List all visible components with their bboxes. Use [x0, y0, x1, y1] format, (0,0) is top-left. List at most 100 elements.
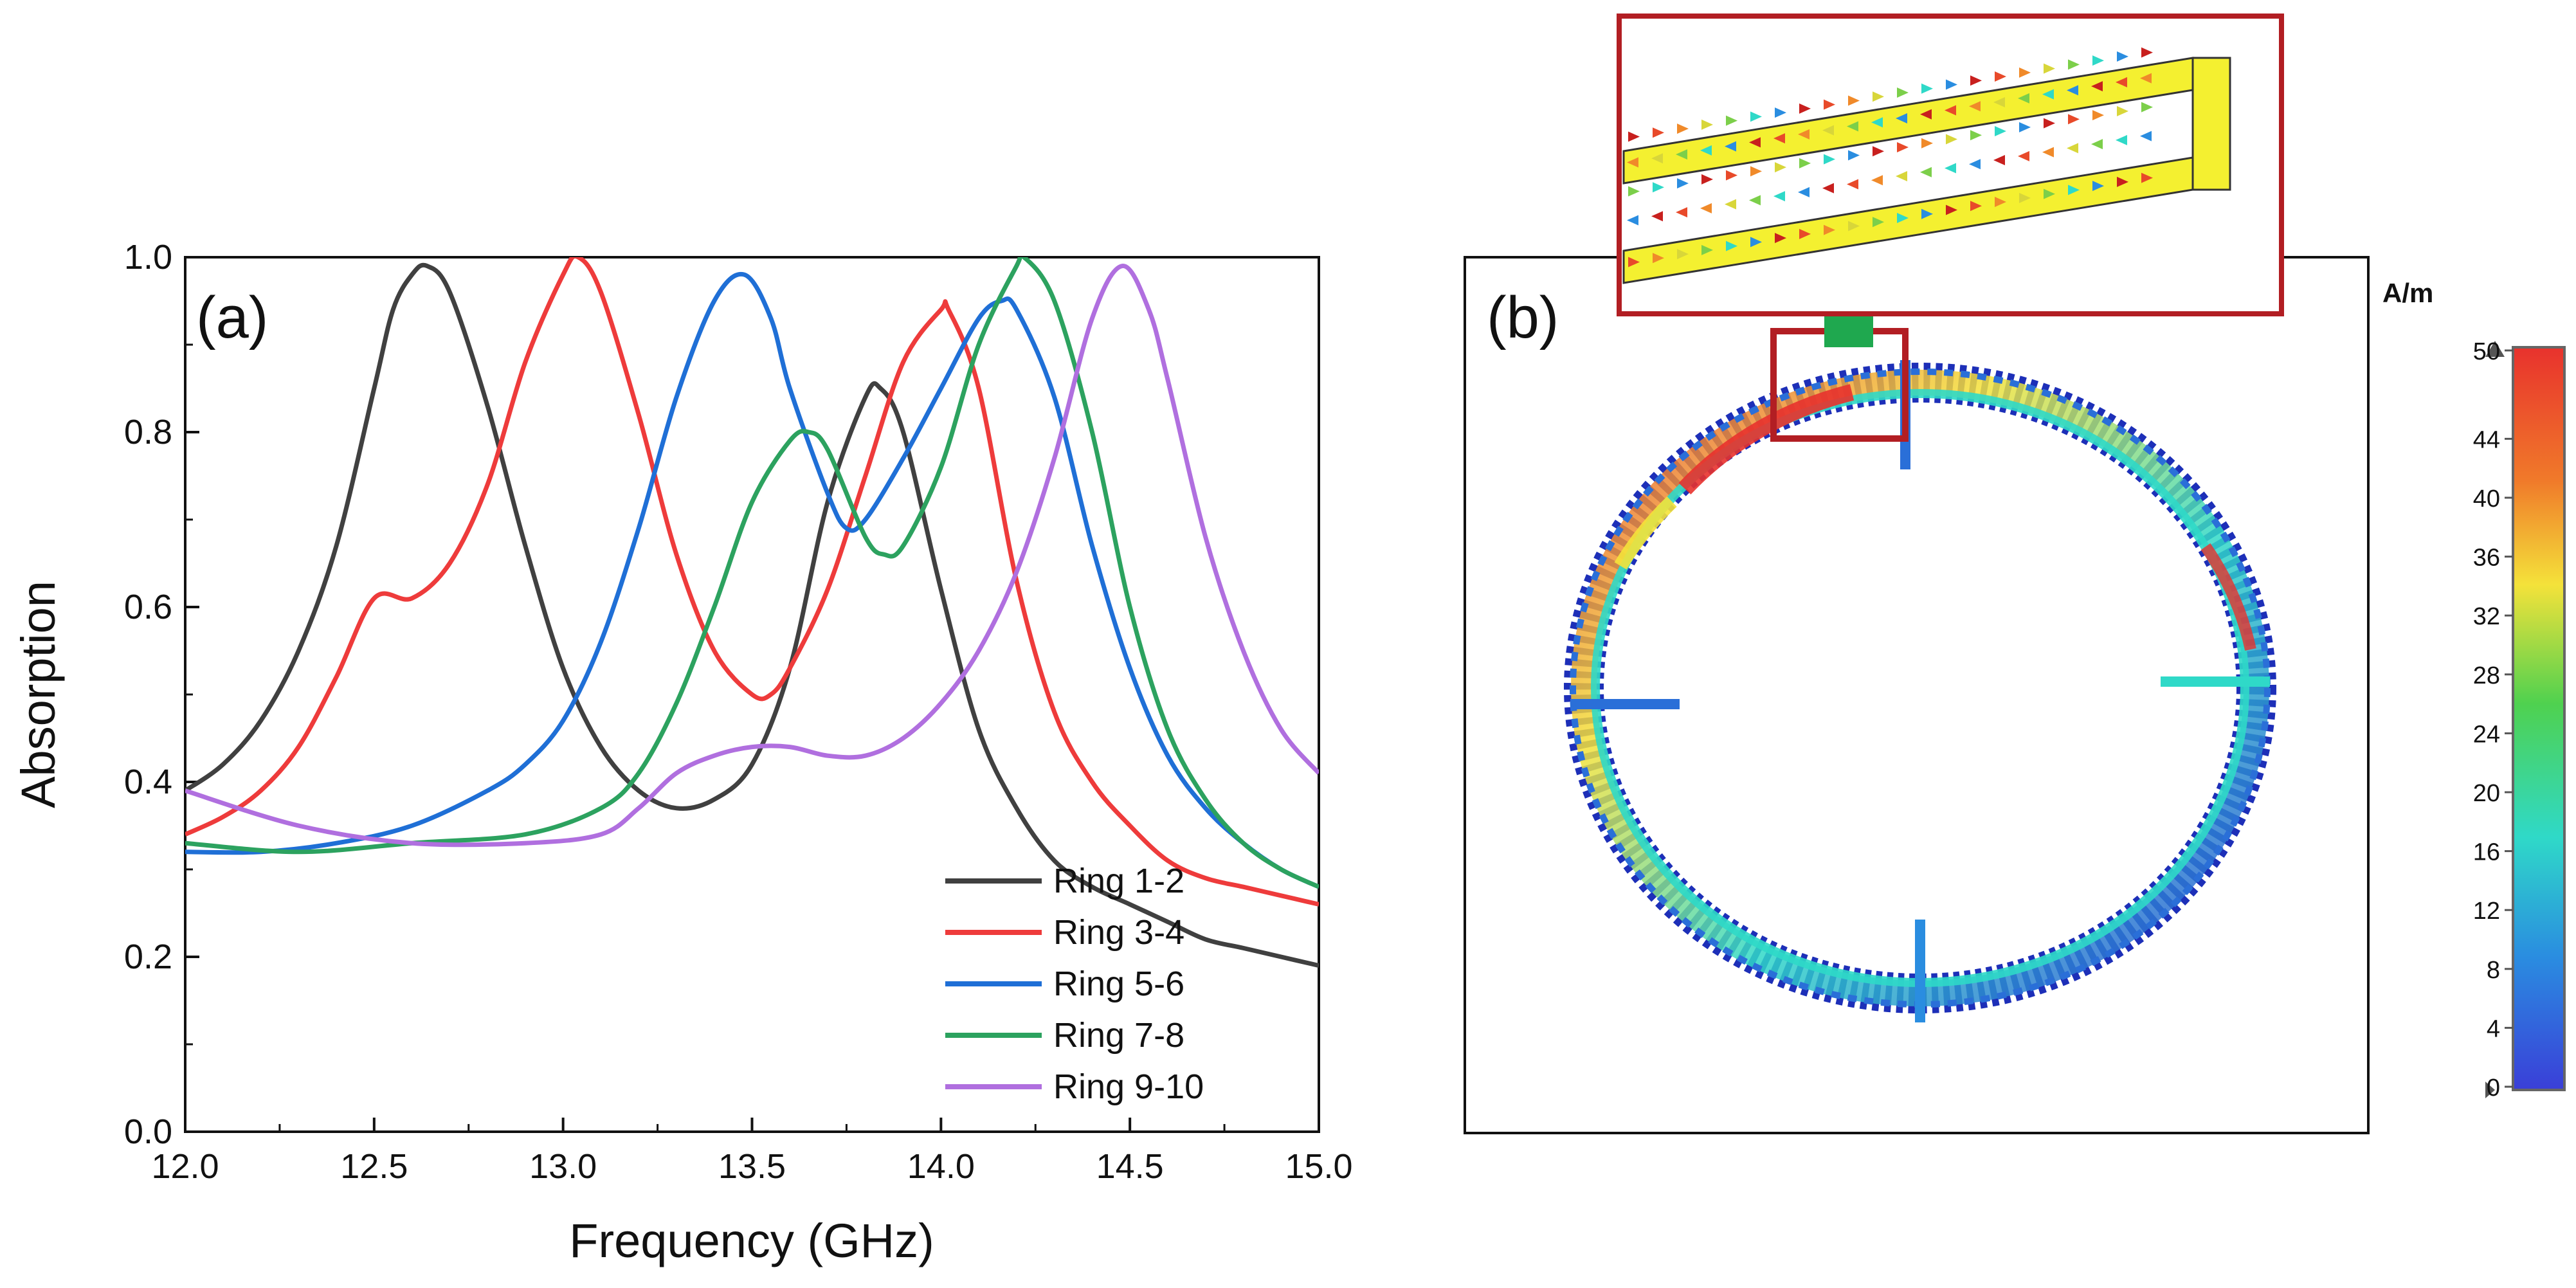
- current-arrow: [2092, 110, 2104, 121]
- x-tick-label: 15.0: [1285, 1147, 1352, 1186]
- current-arrow: [2140, 131, 2152, 141]
- current-arrow: [1946, 204, 1957, 215]
- current-arrow: [1822, 125, 1834, 136]
- current-arrow: [1824, 154, 1835, 165]
- colorbar-tick-label: 32: [2473, 603, 2500, 630]
- current-arrow: [1824, 99, 1835, 110]
- current-arrow: [2044, 63, 2055, 74]
- current-arrow: [2141, 102, 2153, 113]
- current-arrow: [2018, 150, 2029, 161]
- legend-label: Ring 5-6: [1053, 965, 1184, 1003]
- x-tick-label: 14.5: [1096, 1147, 1164, 1186]
- series-line-ring-9-10: [185, 264, 1319, 848]
- current-arrow: [1897, 141, 1909, 152]
- current-arrow: [2116, 77, 2127, 87]
- current-arrow: [1651, 211, 1663, 222]
- y-tick-label: 1.0: [124, 238, 172, 277]
- colorbar-gradient: [2512, 346, 2566, 1091]
- current-arrow: [1970, 201, 1982, 212]
- series-line-ring-5-6: [185, 271, 1319, 889]
- y-tick-label: 0.0: [124, 1112, 172, 1151]
- current-arrow: [1726, 240, 1737, 251]
- current-arrow: [1773, 133, 1785, 144]
- current-arrow: [1799, 158, 1811, 168]
- y-tick-label: 0.2: [124, 938, 172, 976]
- x-tick-label: 12.0: [151, 1147, 219, 1186]
- current-arrow: [1726, 115, 1737, 126]
- current-arrow: [1749, 137, 1761, 148]
- current-arrow: [1725, 199, 1736, 210]
- series-line-ring-7-8: [185, 257, 1319, 889]
- current-arrow: [1970, 130, 1982, 141]
- current-arrow: [2068, 185, 2080, 195]
- y-axis-label: Absorption: [12, 581, 65, 808]
- x-tick-label: 13.0: [529, 1147, 597, 1186]
- current-arrow: [2141, 172, 2153, 183]
- current-arrow: [1700, 203, 1712, 213]
- panel-a-label: (a): [196, 285, 268, 350]
- legend-label: Ring 9-10: [1053, 1067, 1204, 1106]
- current-arrow: [1946, 134, 1957, 145]
- colorbar-tick-label: 40: [2473, 485, 2500, 512]
- current-arrow: [1896, 113, 1907, 123]
- current-arrow: [1677, 249, 1689, 260]
- current-arrow: [1848, 221, 1860, 231]
- current-arrow: [1873, 146, 1884, 157]
- current-arrow: [1775, 162, 1786, 173]
- colorbar-tick-label: 12: [2473, 898, 2500, 925]
- current-arrow: [1677, 178, 1689, 189]
- current-arrow: [2042, 147, 2054, 158]
- current-arrow: [1897, 87, 1909, 98]
- colorbar-tick-label: 50: [2473, 338, 2500, 365]
- current-arrow: [1676, 207, 1687, 218]
- series-line-ring-3-4: [185, 257, 1319, 907]
- current-arrow: [1627, 215, 1638, 226]
- colorbar-tick-label: 28: [2473, 662, 2500, 689]
- current-arrow: [1873, 91, 1884, 102]
- current-arrow: [1627, 157, 1638, 168]
- current-arrow: [1750, 237, 1762, 248]
- legend-label: Ring 7-8: [1053, 1016, 1184, 1055]
- current-arrow: [1871, 117, 1883, 128]
- current-arrow: [2117, 51, 2128, 62]
- current-arrow: [1750, 166, 1762, 177]
- legend: Ring 1-2 Ring 3-4 Ring 5-6 Ring 7-8 Ring 9-1…: [945, 862, 1204, 1106]
- colorbar-tick-label: 24: [2473, 721, 2500, 748]
- x-tick-label: 14.0: [907, 1147, 975, 1186]
- current-arrow: [1750, 111, 1762, 122]
- current-arrow: [1945, 163, 1956, 174]
- current-arrow: [2116, 134, 2127, 145]
- colorbar-tick-label: 44: [2473, 426, 2500, 453]
- colorbar-tick-label: 20: [2473, 780, 2500, 807]
- current-arrow: [1749, 195, 1761, 206]
- current-arrow: [1651, 153, 1663, 164]
- colorbar-tick-label: 16: [2473, 839, 2500, 866]
- colorbar-tick-label: 36: [2473, 545, 2500, 572]
- current-arrow: [1946, 79, 1957, 90]
- current-arrow: [2141, 47, 2153, 58]
- current-arrow: [1653, 182, 1664, 193]
- current-arrow: [1726, 170, 1737, 181]
- current-arrow: [2044, 188, 2055, 199]
- current-arrow: [2092, 181, 2104, 192]
- current-arrow: [1921, 83, 1933, 94]
- tick-labels: 12.0 12.5 13.0 13.5 14.0 14.5 15.0 0.0 0.2 0.4 0.6…: [124, 238, 1353, 1186]
- current-arrow: [1848, 150, 1860, 161]
- current-arrow: [1824, 224, 1835, 235]
- current-arrow: [2019, 192, 2031, 203]
- x-axis-label: Frequency (GHz): [569, 1214, 934, 1267]
- current-arrow: [1969, 101, 1981, 112]
- current-arrow: [1969, 159, 1981, 170]
- series-layer: [185, 257, 1319, 968]
- current-arrow: [2068, 114, 2080, 125]
- current-arrow: [1871, 175, 1883, 186]
- current-arrow: [1945, 105, 1956, 116]
- current-arrow: [1628, 131, 1640, 142]
- y-tick-label: 0.6: [124, 588, 172, 626]
- current-arrow: [1775, 107, 1786, 118]
- current-arrow: [1700, 145, 1712, 156]
- current-arrow: [1847, 121, 1858, 132]
- current-arrow: [1995, 71, 2006, 82]
- colorbar-min-marker: [2485, 1082, 2495, 1098]
